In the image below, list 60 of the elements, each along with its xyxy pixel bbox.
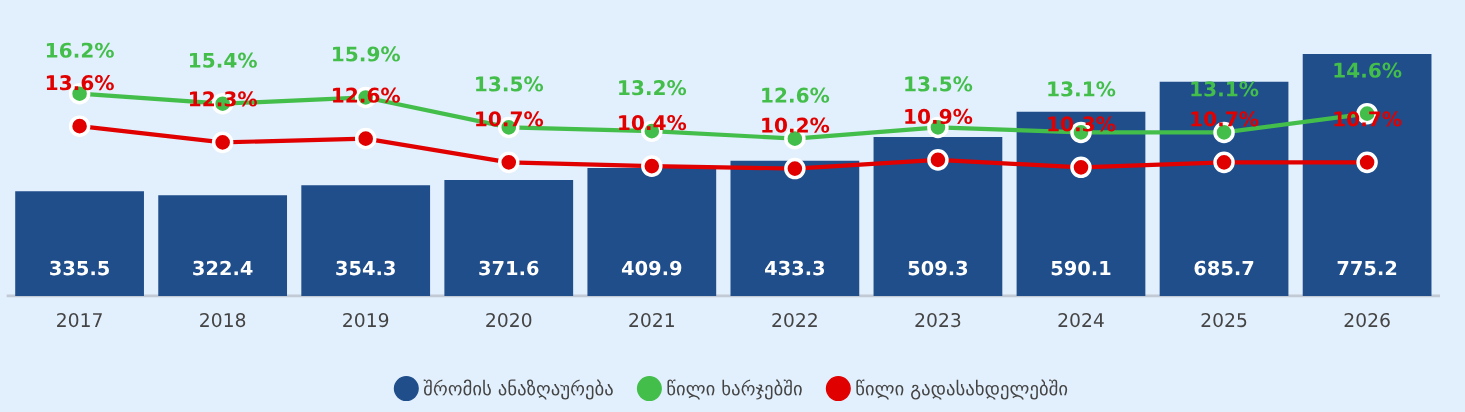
data-label: 10.9% — [905, 108, 973, 125]
bar — [1302, 53, 1432, 296]
x-tick-label: 2020 — [486, 312, 532, 328]
data-label: 12.6% — [762, 87, 830, 103]
data-label: 335.5 — [50, 260, 109, 276]
data-label: 14.6% — [1334, 62, 1402, 78]
point — [497, 151, 520, 174]
data-label: 685.7 — [1194, 260, 1254, 276]
point — [1213, 151, 1235, 174]
bar — [1016, 111, 1146, 296]
data-label: 775.2 — [1337, 260, 1397, 276]
bar — [1159, 81, 1289, 296]
legend-label: წილი გადასახდელებში — [856, 379, 1068, 400]
data-label: 371.6 — [479, 260, 539, 276]
legend-label: წილი ხარჯებში — [667, 379, 802, 400]
point — [927, 149, 949, 171]
point — [211, 131, 234, 154]
point — [784, 157, 806, 180]
data-label: 13.6% — [46, 75, 114, 91]
bar — [873, 136, 1003, 296]
legend-label: შრომის ანაზღაურება — [423, 379, 613, 400]
data-label: 13.5% — [905, 76, 973, 92]
point — [641, 155, 663, 177]
bar — [158, 195, 288, 296]
x-tick-label: 2019 — [343, 312, 389, 328]
data-label: 10.3% — [1048, 116, 1116, 132]
x-tick-label: 2021 — [629, 312, 674, 328]
bar — [730, 160, 860, 296]
data-label: 10.2% — [762, 117, 830, 133]
bar — [587, 167, 717, 296]
data-label: 13.1% — [1048, 81, 1116, 97]
data-label: 10.4% — [619, 115, 687, 131]
point — [1356, 151, 1378, 174]
x-tick-label: 2018 — [200, 312, 246, 328]
point — [354, 127, 377, 150]
bar — [444, 179, 574, 296]
x-tick-label: 2022 — [772, 312, 817, 328]
data-label: 354.3 — [336, 260, 395, 276]
bar — [15, 191, 144, 296]
data-label: 13.1% — [1191, 81, 1259, 97]
data-label: 13.2% — [619, 80, 687, 96]
data-label: 590.1 — [1051, 260, 1111, 276]
x-tick-label: 2023 — [915, 312, 961, 328]
bar — [301, 185, 431, 296]
data-label: 10.7% — [476, 111, 544, 127]
point — [68, 115, 91, 137]
data-label: 509.3 — [908, 260, 968, 276]
data-label: 433.3 — [765, 260, 825, 276]
data-label: 13.5% — [476, 76, 544, 92]
x-tick-label: 2026 — [1344, 312, 1390, 328]
x-tick-label: 2024 — [1058, 312, 1104, 328]
data-label: 15.9% — [333, 46, 400, 62]
x-tick-label: 2025 — [1201, 312, 1247, 328]
data-label: 322.4 — [193, 260, 253, 276]
data-label: 16.2% — [46, 42, 114, 58]
point — [1070, 156, 1092, 179]
data-label: 409.9 — [621, 260, 682, 276]
data-label: 15.4% — [189, 52, 257, 68]
x-tick-label: 2017 — [57, 312, 102, 328]
data-label: 10.7% — [1191, 111, 1259, 127]
